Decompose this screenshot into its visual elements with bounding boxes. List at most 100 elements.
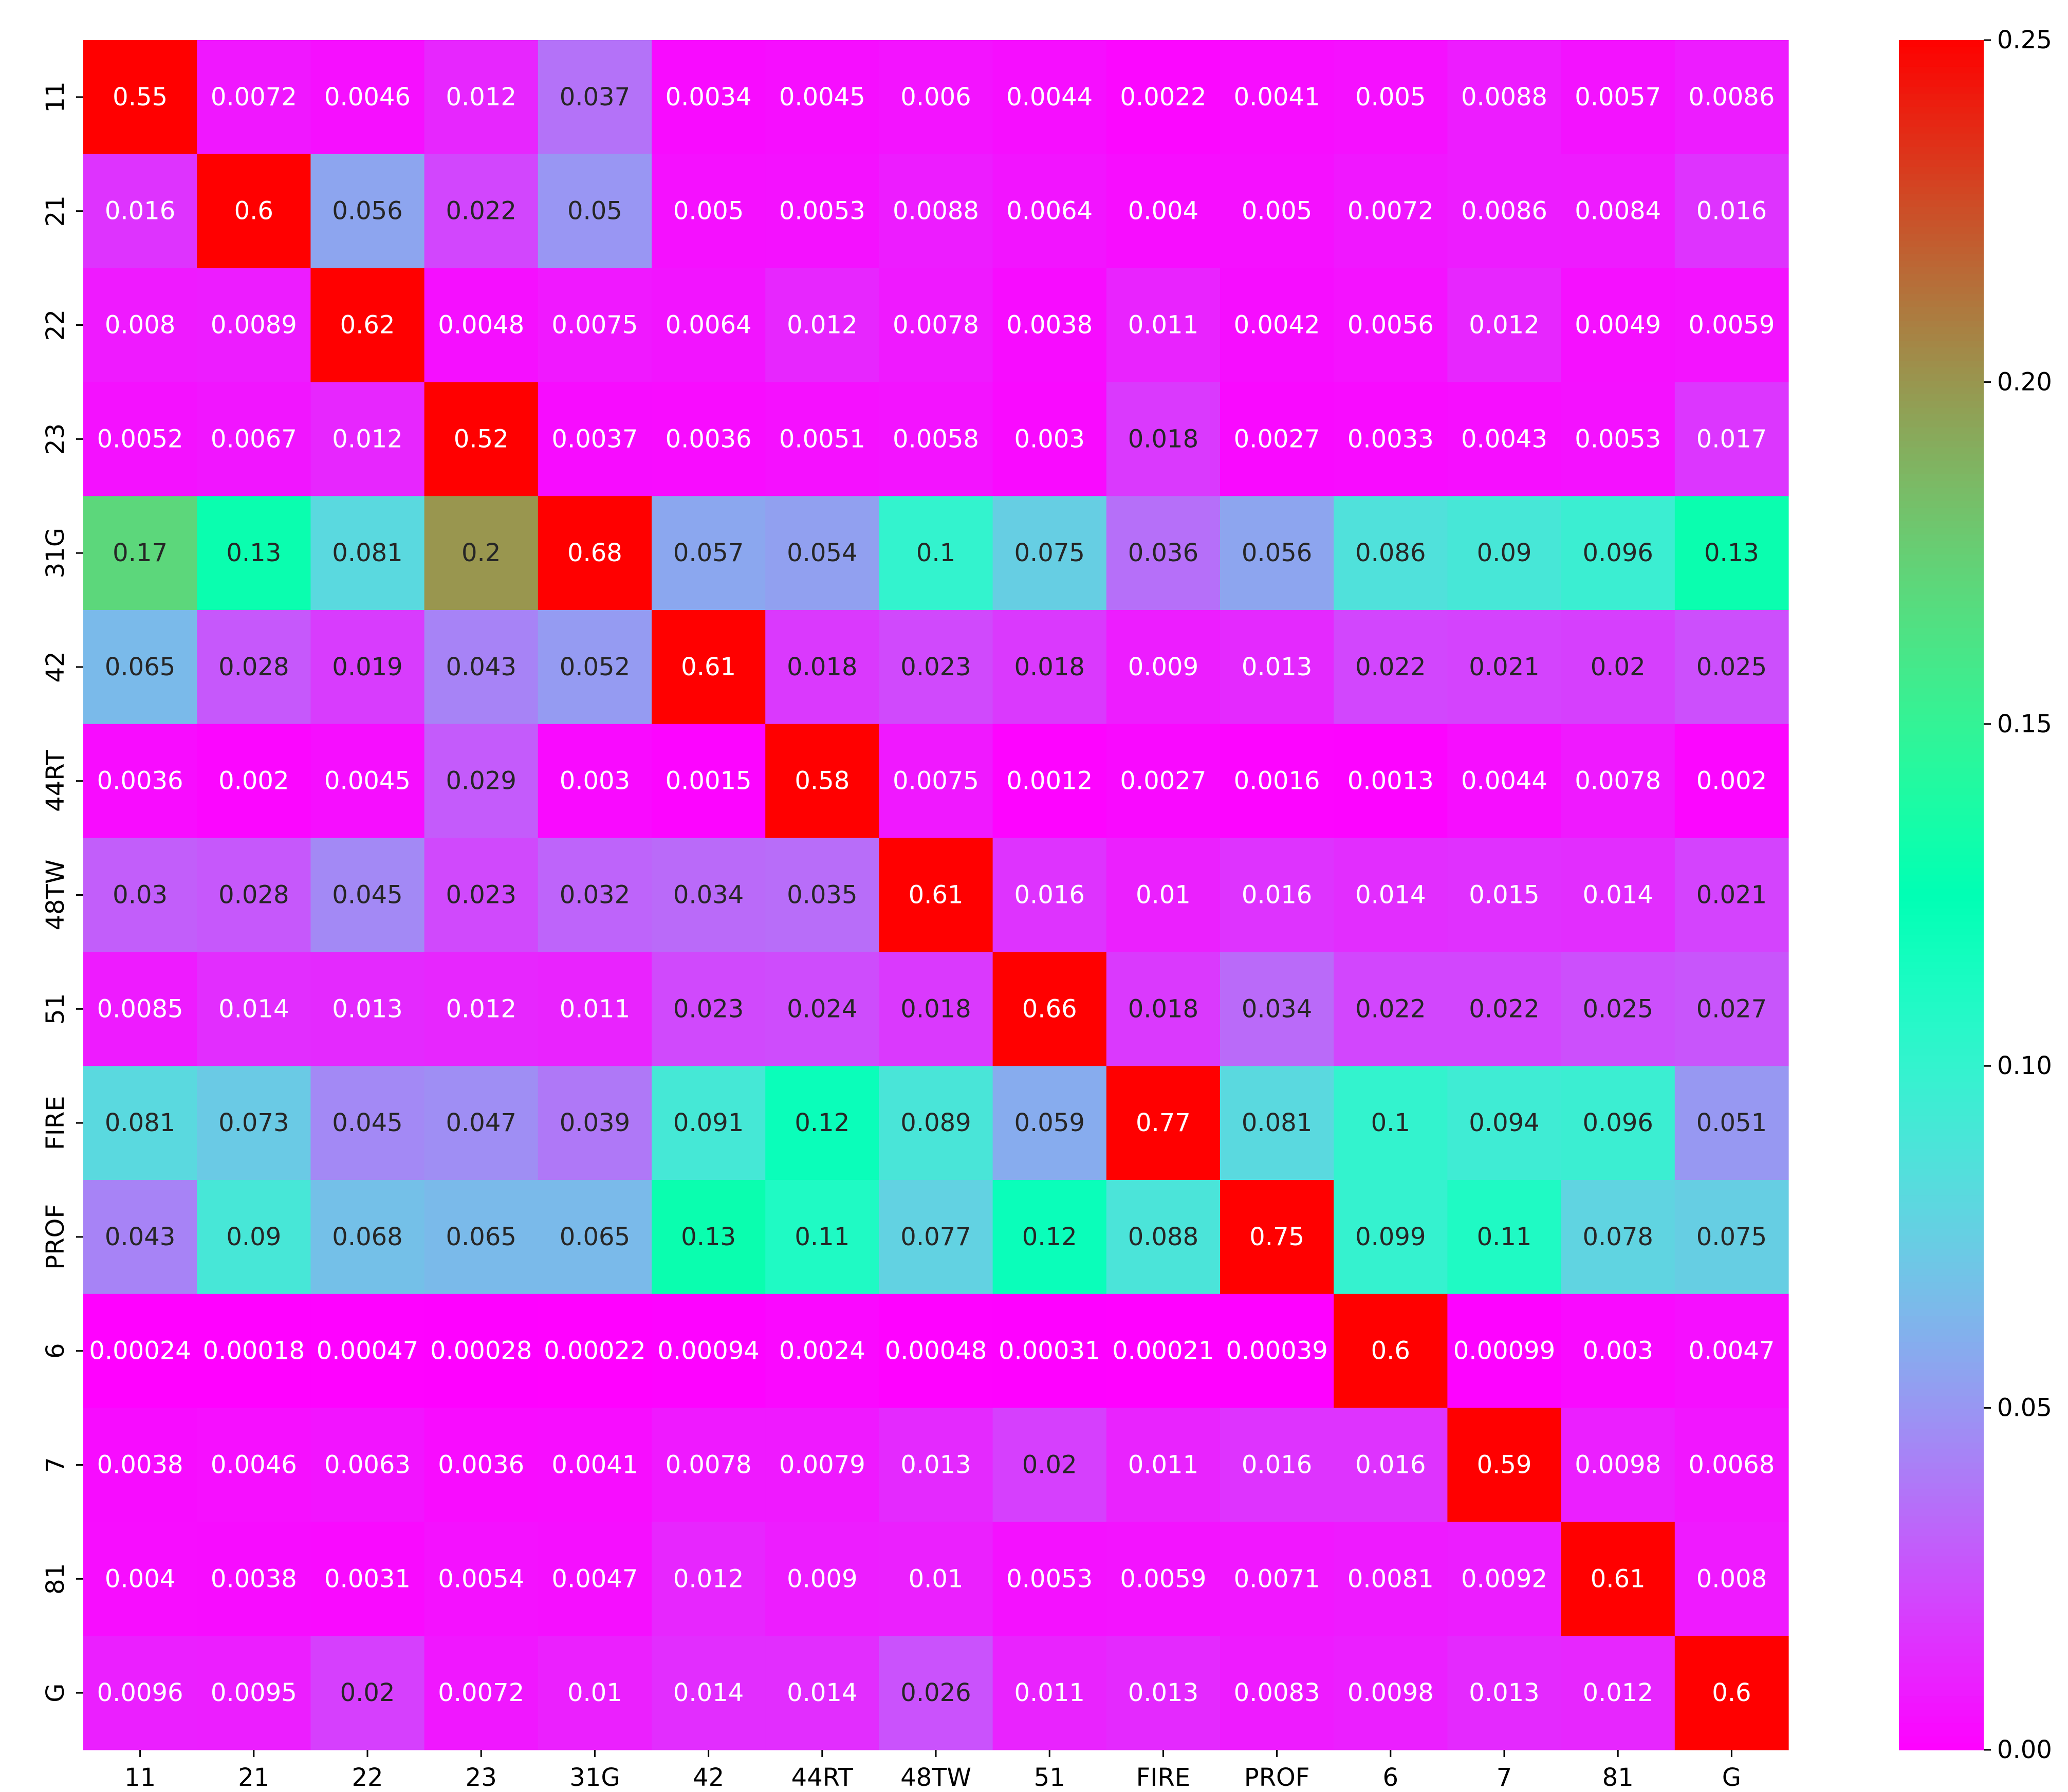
colorbar-segment (1899, 741, 1984, 749)
colorbar-segment (1899, 861, 1984, 869)
heatmap-cell (765, 610, 879, 725)
cell-value-label: 0.00039 (1226, 1337, 1328, 1365)
heatmap-cell (538, 382, 652, 496)
colorbar-segment (1899, 541, 1984, 548)
cell-value-label: 0.0054 (438, 1564, 524, 1593)
heatmap-cell (1447, 1408, 1562, 1522)
heatmap-cell (879, 610, 993, 725)
heatmap-cell (1561, 1180, 1675, 1295)
cell-value-label: 0.0038 (97, 1451, 183, 1480)
heatmap-cell (310, 1408, 425, 1522)
heatmap-cell (652, 1066, 766, 1180)
heatmap-cell (83, 952, 197, 1066)
colorbar-segment (1899, 247, 1984, 254)
cell-value-label: 0.059 (1014, 1109, 1084, 1137)
x-tick-label: 11 (124, 1763, 156, 1792)
colorbar-segment (1899, 1503, 1984, 1510)
cell-value-label: 0.0084 (1575, 197, 1661, 226)
colorbar-segment (1899, 754, 1984, 762)
colorbar-segment (1899, 494, 1984, 502)
cell-value-label: 0.032 (560, 881, 630, 910)
colorbar-segment (1899, 1122, 1984, 1130)
colorbar-segment (1899, 1042, 1984, 1049)
heatmap-cell (538, 610, 652, 725)
cell-value-label: 0.0024 (779, 1337, 865, 1365)
colorbar-segment (1899, 460, 1984, 468)
cell-value-label: 0.0015 (666, 767, 752, 796)
heatmap-cell (1220, 838, 1334, 952)
colorbar-segment (1899, 1536, 1984, 1543)
colorbar-segment (1899, 1429, 1984, 1436)
cell-value-label: 0.017 (1696, 424, 1767, 453)
colorbar-segment (1899, 587, 1984, 595)
colorbar-segment (1899, 728, 1984, 735)
colorbar-segment (1899, 1316, 1984, 1323)
cell-value-label: 0.021 (1469, 653, 1539, 681)
heatmap-cell (1334, 1180, 1448, 1295)
colorbar-segment (1899, 955, 1984, 963)
heatmap-cell (1674, 724, 1789, 839)
heatmap-cell (652, 1408, 766, 1522)
cell-value-label: 0.0068 (1688, 1451, 1775, 1480)
colorbar-segment (1899, 1135, 1984, 1143)
cell-value-label: 0.00094 (657, 1337, 760, 1365)
colorbar-segment (1899, 481, 1984, 488)
cell-value-label: 0.012 (673, 1564, 744, 1593)
heatmap-cell (424, 1408, 539, 1522)
colorbar-segment (1899, 213, 1984, 221)
heatmap-cell (538, 838, 652, 952)
cell-value-label: 0.012 (1469, 311, 1539, 340)
heatmap-cell (1447, 1636, 1562, 1750)
cell-value-label: 0.011 (1014, 1678, 1084, 1707)
heatmap-cell (424, 838, 539, 952)
cell-value-label: 0.0031 (324, 1564, 411, 1593)
colorbar-segment (1899, 73, 1984, 81)
heatmap-cell (879, 496, 993, 611)
colorbar-segment (1899, 1022, 1984, 1029)
heatmap-cell (538, 724, 652, 839)
colorbar-segment (1899, 768, 1984, 775)
colorbar-segment (1899, 1209, 1984, 1216)
heatmap-cell (879, 724, 993, 839)
heatmap-cell (1447, 1180, 1562, 1295)
cell-value-label: 0.023 (900, 653, 971, 681)
colorbar-segment (1899, 1683, 1984, 1690)
colorbar-segment (1899, 915, 1984, 922)
colorbar-segment (1899, 1696, 1984, 1704)
x-tick-label: 81 (1602, 1763, 1634, 1792)
heatmap-cell (1220, 1408, 1334, 1522)
cell-value-label: 0.099 (1355, 1223, 1426, 1251)
heatmap-cell (1447, 496, 1562, 611)
cell-value-label: 0.00018 (203, 1337, 305, 1365)
heatmap-cell (652, 610, 766, 725)
colorbar-segment (1899, 40, 1984, 47)
heatmap-cell (197, 1066, 311, 1180)
cell-value-label: 0.0089 (211, 311, 297, 340)
x-tick-label: FIRE (1136, 1763, 1190, 1792)
heatmap-cell (1561, 154, 1675, 269)
colorbar-segment (1899, 1650, 1984, 1657)
colorbar-segment (1899, 1002, 1984, 1009)
colorbar-segment (1899, 781, 1984, 789)
heatmap-cell (310, 496, 425, 611)
cell-value-label: 0.0027 (1234, 424, 1320, 453)
colorbar-segment (1899, 1703, 1984, 1710)
heatmap-cell (83, 154, 197, 269)
heatmap-cell (765, 1066, 879, 1180)
heatmap-cell (879, 1294, 993, 1409)
colorbar-segment (1899, 1276, 1984, 1283)
cell-value-label: 0.022 (1469, 994, 1539, 1023)
colorbar-segment (1899, 300, 1984, 308)
heatmap-cell (197, 1180, 311, 1295)
colorbar-segment (1899, 1115, 1984, 1123)
colorbar-segment (1899, 1329, 1984, 1337)
cell-value-label: 0.012 (332, 424, 402, 453)
cell-value-label: 0.016 (1355, 1451, 1426, 1480)
y-axis: 11 21 22 23 31G 42 44RT 48TW 51 FIRE PROF 6 7 81 G (41, 81, 83, 1703)
heatmap-cell (1334, 724, 1448, 839)
colorbar-segment (1899, 627, 1984, 635)
colorbar-segment (1899, 1489, 1984, 1497)
y-tick-label: 81 (41, 1563, 70, 1595)
cell-value-label: 0.013 (1469, 1678, 1539, 1707)
colorbar-segment (1899, 921, 1984, 929)
